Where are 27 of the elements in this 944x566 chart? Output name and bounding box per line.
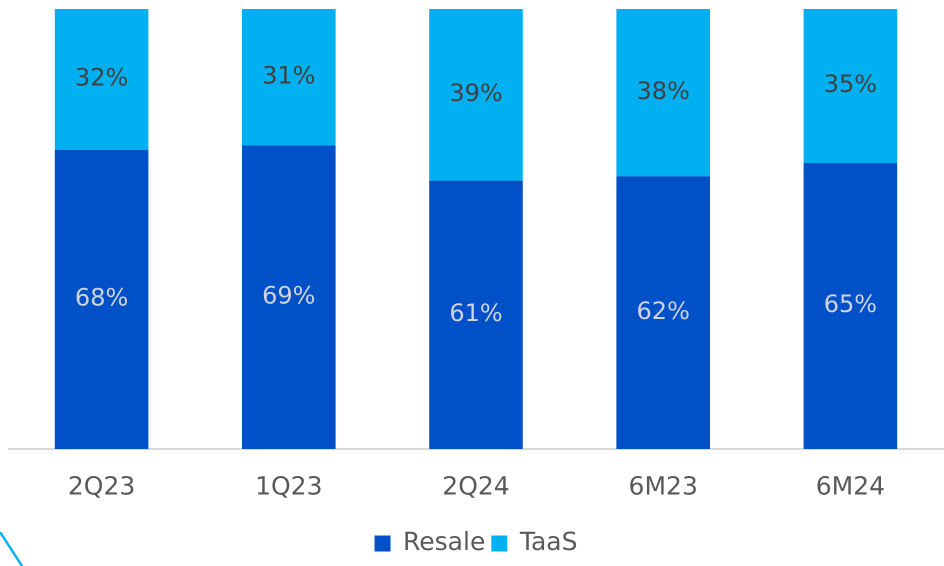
x-tick-label: 1Q23 — [255, 472, 323, 500]
bar — [616, 176, 710, 449]
legend-label: TaaS — [518, 527, 578, 556]
bar — [242, 9, 336, 146]
data-label: 69% — [262, 281, 316, 310]
bar — [242, 145, 336, 449]
data-label: 35% — [824, 70, 878, 98]
x-tick-label: 2Q23 — [68, 472, 136, 500]
x-tick-label: 6M24 — [816, 472, 886, 500]
bar — [54, 150, 148, 449]
x-tick-label: 6M23 — [628, 472, 698, 500]
legend-label: Resale — [403, 527, 486, 556]
bar — [804, 9, 898, 163]
x-tick-label: 2Q24 — [442, 472, 510, 500]
bar — [429, 180, 523, 449]
data-label: 32% — [74, 64, 128, 92]
bar — [616, 9, 710, 176]
bar — [804, 163, 898, 449]
data-label: 68% — [74, 284, 128, 312]
data-label: 65% — [824, 290, 878, 318]
bar — [54, 9, 148, 150]
data-label: 61% — [449, 299, 503, 328]
data-label: 39% — [449, 79, 503, 108]
data-label: 31% — [262, 61, 316, 90]
data-label: 62% — [636, 296, 690, 325]
bar — [429, 9, 523, 181]
data-label: 38% — [636, 76, 690, 105]
